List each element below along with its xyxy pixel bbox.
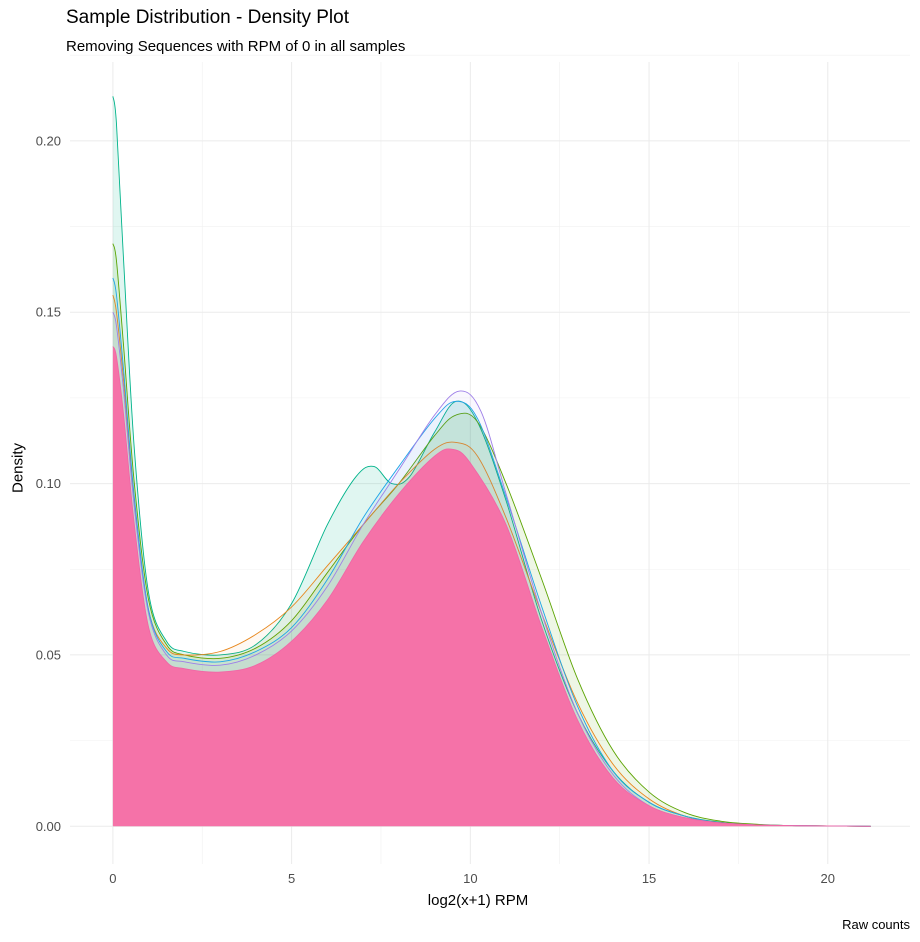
y-tick-label: 0.15	[36, 305, 61, 320]
density-line-2	[112, 243, 871, 827]
chart-subtitle: Removing Sequences with RPM of 0 in all …	[66, 38, 406, 55]
axis-ticks: 0 5 10 15 20 0.00 0.05 0.10 0.15 0.20	[36, 133, 835, 886]
y-tick-label: 0.10	[36, 476, 61, 491]
density-area-6	[112, 346, 871, 827]
x-tick-label: 0	[109, 871, 116, 886]
y-tick-label: 0.20	[36, 133, 61, 148]
density-line-4	[112, 277, 871, 827]
y-tick-label: 0.00	[36, 819, 61, 834]
x-tick-label: 10	[463, 871, 477, 886]
chart-caption: Raw counts	[842, 917, 910, 932]
y-tick-label: 0.05	[36, 647, 61, 662]
density-line-6	[112, 346, 871, 827]
density-series	[112, 96, 871, 827]
x-tick-label: 5	[288, 871, 295, 886]
x-tick-label: 20	[821, 871, 835, 886]
x-axis-label: log2(x+1) RPM	[427, 892, 529, 909]
y-axis-label: Density	[9, 442, 27, 494]
x-tick-label: 15	[642, 871, 656, 886]
chart-title: Sample Distribution - Density Plot	[66, 7, 349, 28]
